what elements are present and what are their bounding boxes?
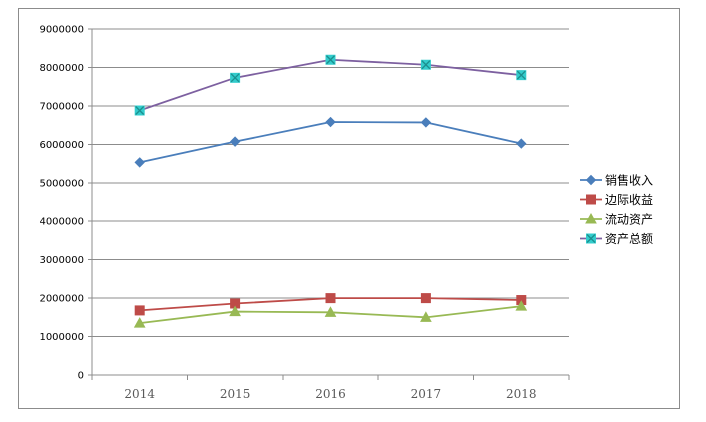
legend-label: 销售收入	[605, 173, 653, 188]
legend-item-3: 流动资产	[580, 213, 653, 227]
data-point-x-square	[420, 59, 431, 70]
y-tick-label: 0	[78, 371, 84, 382]
y-tick-label: 1000000	[39, 332, 84, 343]
y-tick-label: 6000000	[39, 140, 84, 151]
x-tick-label: 2017	[411, 387, 442, 401]
y-tick-label: 8000000	[39, 63, 84, 74]
data-point-triangle	[229, 305, 241, 317]
axes	[88, 28, 570, 380]
data-point-diamond	[420, 117, 432, 128]
series-2	[134, 293, 527, 316]
x-axis-tick-labels: 2014 2015 2016 2017 2018	[124, 387, 536, 401]
legend-item-4: 资产总额	[580, 232, 653, 246]
data-point-square	[586, 194, 596, 205]
y-tick-label: 4000000	[39, 217, 84, 228]
data-point-x-square	[516, 70, 527, 81]
series-line	[139, 121, 522, 164]
legend-item-2: 边际收益	[580, 193, 653, 207]
data-point-diamond	[229, 136, 241, 147]
data-point-square	[134, 305, 145, 316]
x-tick-label: 2014	[124, 387, 155, 401]
data-point-x-square	[134, 105, 145, 116]
data-point-diamond	[585, 174, 597, 186]
data-point-square	[420, 293, 431, 304]
data-point-diamond	[134, 157, 145, 168]
x-tick-label: 2018	[506, 387, 537, 401]
series-1	[134, 116, 527, 168]
data-point-triangle	[515, 300, 528, 311]
data-point-x-square	[230, 72, 241, 83]
gridlines	[92, 28, 569, 338]
data-point-square	[325, 293, 336, 304]
legend-item-1: 销售收入	[580, 173, 653, 188]
data-point-triangle	[324, 306, 337, 317]
series-4	[134, 54, 527, 116]
data-point-triangle	[420, 311, 432, 322]
data-point-x-square	[325, 54, 336, 65]
legend-label: 资产总额	[605, 232, 653, 246]
series-3	[133, 300, 528, 328]
y-tick-label: 9000000	[39, 25, 84, 36]
y-tick-label: 7000000	[39, 101, 84, 112]
data-point-x-square	[586, 233, 596, 244]
y-tick-label: 5000000	[39, 178, 84, 189]
y-tick-label: 2000000	[39, 294, 84, 305]
data-point-triangle	[133, 317, 146, 328]
data-point-triangle	[585, 212, 597, 224]
data-point-diamond	[516, 138, 527, 149]
data-point-diamond	[325, 116, 336, 128]
chart-frame	[18, 8, 680, 409]
y-tick-label: 3000000	[39, 255, 84, 266]
x-tick-label: 2016	[315, 387, 346, 401]
y-axis-tick-labels: 0 1000000 2000000 3000000 4000000 5000000 6000…	[39, 25, 84, 382]
series-lines	[133, 54, 528, 328]
x-tick-label: 2015	[220, 387, 251, 401]
legend-label: 边际收益	[605, 193, 653, 207]
legend-label: 流动资产	[605, 213, 653, 227]
